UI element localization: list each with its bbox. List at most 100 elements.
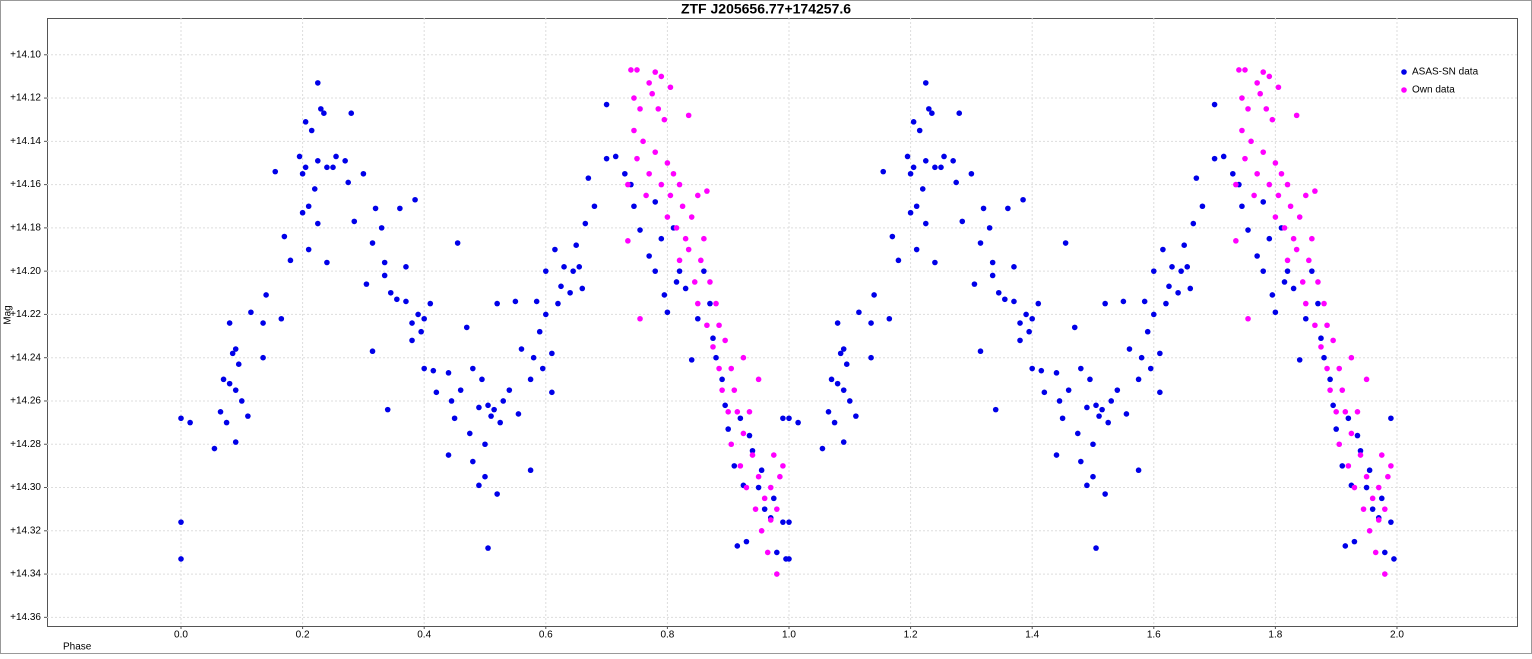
data-point: [1382, 549, 1388, 556]
data-point: [527, 376, 534, 383]
data-point: [941, 153, 947, 160]
data-point: [625, 181, 631, 188]
data-point: [305, 203, 312, 210]
data-point: [494, 300, 500, 307]
data-point: [770, 495, 777, 502]
y-tick-label: +14.26: [10, 396, 41, 407]
data-point: [989, 259, 996, 266]
data-point: [1321, 354, 1327, 361]
data-point: [1284, 257, 1291, 264]
data-point: [272, 168, 279, 175]
data-point: [500, 398, 507, 404]
data-point: [1351, 484, 1358, 491]
data-point: [840, 387, 847, 393]
data-point: [1220, 153, 1227, 160]
data-point: [868, 354, 874, 361]
data-point: [1293, 112, 1300, 119]
data-point: [1327, 387, 1333, 393]
data-point: [1287, 203, 1294, 210]
data-point: [664, 160, 671, 166]
data-point: [333, 153, 339, 160]
data-point: [646, 170, 652, 177]
data-point: [1302, 192, 1309, 199]
data-point: [1375, 484, 1382, 491]
data-point: [755, 473, 762, 480]
x-tick-label: 2.0: [1390, 630, 1404, 641]
data-point: [743, 484, 750, 491]
data-point: [713, 354, 719, 361]
data-point: [631, 95, 637, 101]
data-point: [731, 463, 738, 469]
data-point: [1302, 300, 1309, 307]
y-tick-label: +14.18: [10, 223, 41, 234]
data-point: [603, 101, 610, 108]
data-point: [348, 110, 355, 117]
data-point: [637, 106, 643, 112]
data-point: [761, 506, 768, 512]
data-point: [278, 315, 285, 322]
data-point: [1211, 155, 1218, 162]
data-point: [454, 240, 461, 246]
data-point: [582, 220, 589, 227]
data-point: [1023, 311, 1029, 318]
data-point: [299, 170, 306, 177]
data-point: [780, 463, 786, 469]
data-point: [780, 519, 786, 525]
data-point: [381, 259, 388, 266]
data-point: [1263, 106, 1270, 112]
data-point: [834, 380, 841, 387]
data-point: [737, 463, 744, 469]
data-point: [1029, 315, 1035, 322]
data-point: [1102, 491, 1108, 497]
data-point: [1260, 199, 1267, 205]
data-point: [1260, 69, 1267, 75]
data-point: [321, 110, 327, 117]
data-point: [570, 268, 576, 274]
data-point: [1327, 376, 1333, 383]
data-point: [1342, 543, 1349, 549]
data-point: [1318, 344, 1324, 350]
data-point: [716, 322, 722, 329]
data-point: [324, 164, 330, 171]
data-point: [433, 389, 440, 396]
data-point: [725, 426, 731, 432]
data-point: [710, 344, 716, 350]
data-point: [1017, 337, 1023, 344]
data-point: [263, 292, 269, 298]
data-point: [658, 235, 665, 242]
data-point: [707, 300, 713, 307]
data-point: [1266, 181, 1273, 188]
data-point: [1041, 389, 1048, 396]
data-point: [229, 350, 236, 357]
data-point: [895, 257, 902, 264]
data-point: [676, 181, 683, 188]
data-point: [1175, 289, 1181, 296]
data-point: [713, 300, 719, 307]
y-tick-label: +14.30: [10, 482, 41, 493]
data-point: [299, 209, 306, 216]
data-point: [1035, 300, 1042, 307]
data-point: [1187, 285, 1194, 292]
data-point: [825, 408, 832, 415]
data-point: [1315, 300, 1321, 307]
data-point: [1272, 214, 1279, 220]
data-point: [1011, 298, 1017, 305]
data-point: [542, 268, 549, 274]
data-point: [694, 315, 701, 322]
data-point: [381, 272, 388, 279]
data-point: [1388, 519, 1394, 525]
data-point: [1269, 292, 1276, 298]
data-point: [1378, 452, 1385, 458]
data-point: [719, 387, 725, 393]
data-point: [412, 196, 418, 203]
data-point: [476, 404, 482, 411]
data-point: [716, 365, 722, 372]
y-tick-label: +14.36: [10, 612, 41, 623]
data-point: [178, 519, 184, 525]
data-point: [1093, 402, 1099, 409]
data-point: [968, 170, 975, 177]
data-point: [995, 289, 1002, 296]
data-point: [302, 119, 309, 125]
data-point: [846, 398, 853, 404]
data-point: [922, 158, 929, 164]
